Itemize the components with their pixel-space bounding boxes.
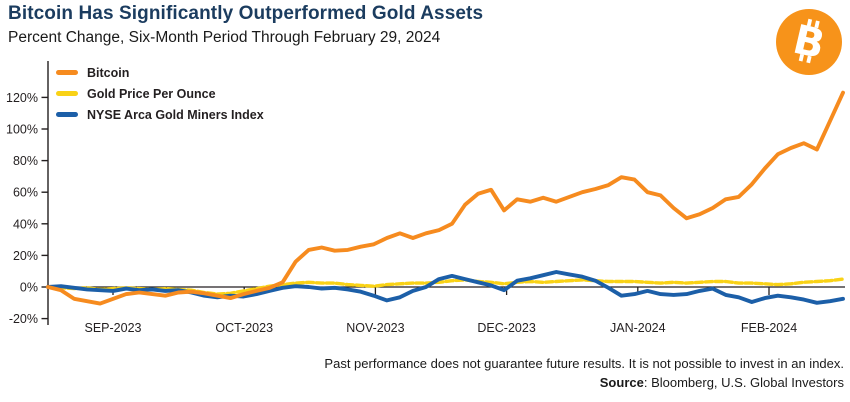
y-tick-label: 40% — [13, 217, 38, 231]
series-line-bitcoin — [46, 90, 845, 306]
page-subtitle: Percent Change, Six-Month Period Through… — [8, 29, 441, 46]
y-tick-label: 0% — [20, 281, 38, 295]
y-tick-label: 120% — [6, 91, 38, 105]
y-tick-label: -20% — [9, 312, 38, 326]
y-tick-label: 80% — [13, 154, 38, 168]
x-tick-label: NOV-2023 — [346, 321, 404, 335]
source-label: Source — [599, 375, 644, 390]
x-tick-label: SEP-2023 — [85, 321, 142, 335]
bitcoin-logo-icon: B — [776, 9, 842, 75]
chart-legend: Bitcoin Gold Price Per Ounce NYSE Arca G… — [56, 62, 264, 125]
y-tick-label: 60% — [13, 186, 38, 200]
legend-item-gold: Gold Price Per Ounce — [56, 83, 264, 104]
gold-line-swatch — [56, 91, 78, 96]
legend-label: Gold Price Per Ounce — [87, 86, 216, 101]
disclaimer-text: Past performance does not guarantee futu… — [324, 356, 844, 371]
x-tick-label: JAN-2024 — [610, 321, 666, 335]
bitcoin-line-swatch — [56, 70, 78, 75]
source-line: Source: Bloomberg, U.S. Global Investors — [0, 375, 844, 390]
legend-label: NYSE Arca Gold Miners Index — [87, 107, 264, 122]
page-title: Bitcoin Has Significantly Outperformed G… — [8, 3, 484, 24]
y-tick-label: 100% — [6, 123, 38, 137]
x-tick-label: DEC-2023 — [477, 321, 535, 335]
gold-miners-line-swatch — [56, 112, 78, 117]
legend-label: Bitcoin — [87, 65, 130, 80]
x-tick-label: OCT-2023 — [215, 321, 273, 335]
x-tick-label: FEB-2024 — [741, 321, 797, 335]
legend-item-gold-miners: NYSE Arca Gold Miners Index — [56, 104, 264, 125]
chart-canvas: -20% 0% 20% 40% 60% 80% 100% 120% SEP-2023 OCT-20… — [6, 61, 845, 335]
bitcoin-logo-circle — [776, 9, 842, 75]
source-text: : Bloomberg, U.S. Global Investors — [643, 375, 844, 390]
y-tick-label: 20% — [13, 249, 38, 263]
legend-item-bitcoin: Bitcoin — [56, 62, 264, 83]
